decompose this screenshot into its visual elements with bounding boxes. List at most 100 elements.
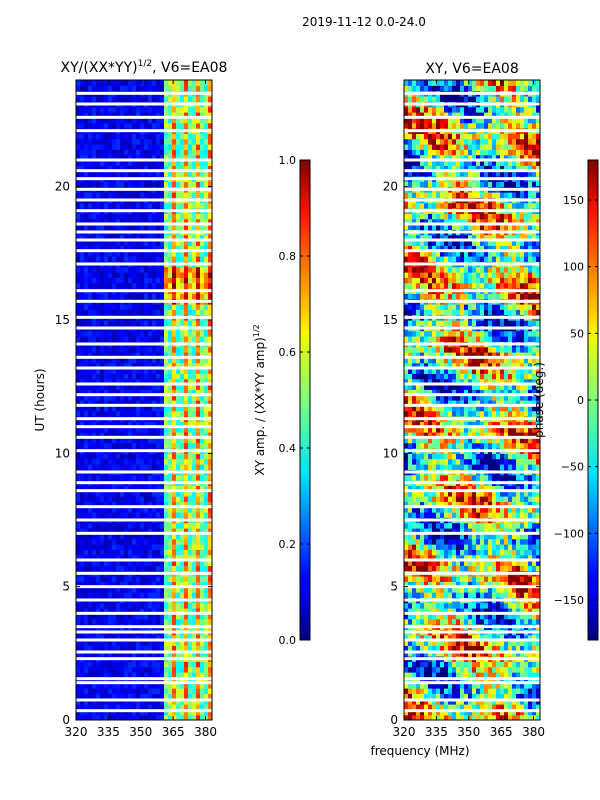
heatmap-cell (188, 293, 193, 300)
heatmap-cell (104, 282, 109, 289)
heatmap-cell (424, 485, 429, 492)
heatmap-cell (148, 192, 153, 198)
heatmap-cell (144, 549, 149, 556)
heatmap-cell (112, 602, 117, 609)
heatmap-cell (420, 522, 425, 529)
heatmap-cell (424, 154, 429, 161)
heatmap-cell (416, 240, 421, 246)
heatmap-cell (204, 426, 209, 433)
heatmap-cell (132, 432, 137, 438)
heatmap-cell (84, 512, 89, 518)
heatmap-cell (100, 160, 105, 166)
heatmap-cell (412, 576, 417, 582)
heatmap-cell (116, 565, 121, 572)
heatmap-cell (120, 202, 125, 209)
heatmap-cell (184, 677, 189, 684)
heatmap-cell (404, 277, 409, 284)
heatmap-cell (204, 202, 209, 209)
heatmap-cell (184, 432, 189, 438)
heatmap-cell (120, 586, 125, 593)
heatmap-cell (132, 677, 137, 684)
heatmap-cell (120, 117, 125, 124)
heatmap-cell (88, 154, 93, 161)
heatmap-cell (160, 309, 165, 316)
heatmap-cell (140, 266, 145, 273)
heatmap-cell (200, 650, 205, 657)
heatmap-cell (80, 682, 85, 689)
heatmap-cell (172, 714, 177, 720)
heatmap-cell (172, 506, 177, 513)
heatmap-cell (152, 704, 157, 710)
heatmap-cell (116, 389, 121, 396)
heatmap-cell (88, 501, 93, 508)
heatmap-cell (128, 80, 133, 86)
heatmap-cell (172, 368, 177, 374)
heatmap-cell (204, 256, 209, 262)
heatmap-cell (100, 320, 105, 326)
heatmap-cell (184, 709, 189, 716)
heatmap-cell (412, 618, 417, 625)
heatmap-cell (116, 586, 121, 593)
heatmap-cell (180, 549, 185, 556)
heatmap-cell (140, 442, 145, 449)
heatmap-cell (144, 245, 149, 252)
heatmap-cell (180, 533, 185, 540)
heatmap-cell (208, 682, 212, 689)
heatmap-cell (428, 421, 433, 428)
heatmap-cell (92, 346, 97, 353)
heatmap-cell (112, 368, 117, 374)
heatmap-cell (180, 437, 185, 444)
heatmap-cell (88, 426, 93, 433)
heatmap-cell (112, 282, 117, 289)
heatmap-cell (124, 165, 129, 172)
flagged-row (76, 129, 212, 133)
heatmap-cell (124, 704, 129, 710)
heatmap-cell (76, 117, 81, 124)
heatmap-cell (180, 682, 185, 689)
heatmap-cell (168, 426, 173, 433)
heatmap-cell (128, 544, 133, 550)
heatmap-cell (152, 170, 157, 177)
heatmap-cell (424, 352, 429, 358)
heatmap-cell (156, 266, 161, 273)
heatmap-cell (108, 608, 113, 614)
heatmap-cell (80, 293, 85, 300)
heatmap-cell (120, 608, 125, 614)
heatmap-cell (196, 586, 201, 593)
heatmap-cell (88, 378, 93, 385)
heatmap-cell (204, 117, 209, 124)
heatmap-cell (180, 442, 185, 449)
heatmap-cell (120, 677, 125, 684)
heatmap-cell (208, 373, 212, 380)
heatmap-cell (152, 512, 157, 518)
heatmap-cell (192, 394, 197, 401)
heatmap-cell (136, 421, 141, 428)
heatmap-cell (204, 250, 209, 257)
heatmap-cell (184, 149, 189, 156)
heatmap-cell (424, 213, 429, 220)
heatmap-cell (108, 645, 113, 652)
heatmap-cell (112, 357, 117, 364)
heatmap-cell (84, 490, 89, 497)
heatmap-cell (96, 346, 101, 353)
heatmap-cell (176, 277, 181, 284)
heatmap-cell (424, 586, 429, 593)
heatmap-cell (408, 122, 413, 129)
heatmap-cell (196, 256, 201, 262)
heatmap-cell (408, 400, 413, 406)
flagged-row (76, 558, 212, 562)
heatmap-cell (108, 330, 113, 337)
heatmap-cell (144, 453, 149, 460)
heatmap-cell (112, 709, 117, 716)
heatmap-cell (80, 378, 85, 385)
heatmap-cell (100, 672, 105, 678)
heatmap-cell (144, 85, 149, 92)
heatmap-cell (148, 677, 153, 684)
heatmap-cell (200, 496, 205, 502)
x-tick-label: 335 (97, 725, 120, 739)
heatmap-cell (172, 213, 177, 220)
heatmap-cell (76, 218, 81, 225)
heatmap-cell (404, 346, 409, 353)
heatmap-cell (420, 352, 425, 358)
heatmap-cell (176, 522, 181, 529)
